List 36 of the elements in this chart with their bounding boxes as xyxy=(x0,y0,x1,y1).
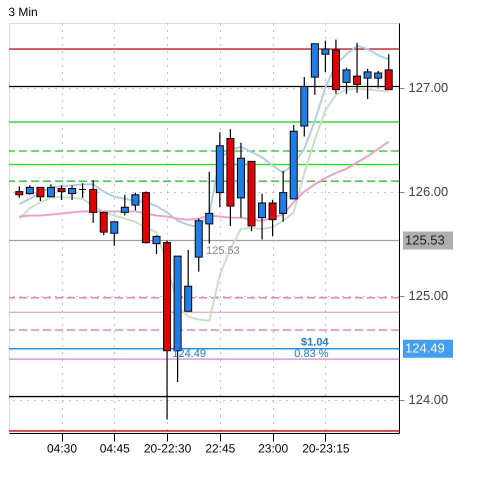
candlestick xyxy=(100,212,108,236)
candlestick xyxy=(36,186,44,202)
candlestick xyxy=(205,171,214,244)
y-tick-label: 125.00 xyxy=(408,288,448,304)
candlestick xyxy=(110,221,118,246)
y-tick-label: 127.00 xyxy=(408,80,448,96)
candlestick xyxy=(58,184,66,201)
candlestick xyxy=(131,192,140,211)
candlestick xyxy=(15,186,24,198)
candlestick xyxy=(120,194,129,216)
candlestick xyxy=(258,193,266,240)
candlestick xyxy=(78,182,87,198)
candlestick xyxy=(26,184,34,196)
x-tick-label: 04:30 xyxy=(46,442,78,456)
annotation: $1.04 xyxy=(301,336,330,348)
annotation: 125.53 xyxy=(206,244,240,257)
x-tick-label: 22:45 xyxy=(205,442,236,456)
y-tick-label: 126.00 xyxy=(408,184,448,200)
x-tick-label: 04:45 xyxy=(100,442,130,456)
ref-line-label: 124.49 xyxy=(405,340,445,356)
candlestick xyxy=(279,170,288,222)
line-series xyxy=(18,88,390,322)
y-tick-label: 124.00 xyxy=(408,392,448,408)
candlestick xyxy=(321,40,330,73)
chart-title: 3 Min xyxy=(8,5,38,19)
annotation: 0.83 % xyxy=(294,348,329,360)
x-tick-label: 20-23:15 xyxy=(302,442,350,456)
candlestick xyxy=(68,184,76,201)
x-tick-label: 23:00 xyxy=(258,442,288,456)
candlestick xyxy=(89,180,98,224)
line-series xyxy=(18,44,390,228)
x-tick-label: 20-22:30 xyxy=(144,442,192,456)
candlestick xyxy=(152,234,160,255)
ref-line-label: 125.53 xyxy=(405,232,445,248)
candlestick xyxy=(46,184,55,198)
candlestick xyxy=(268,199,277,237)
